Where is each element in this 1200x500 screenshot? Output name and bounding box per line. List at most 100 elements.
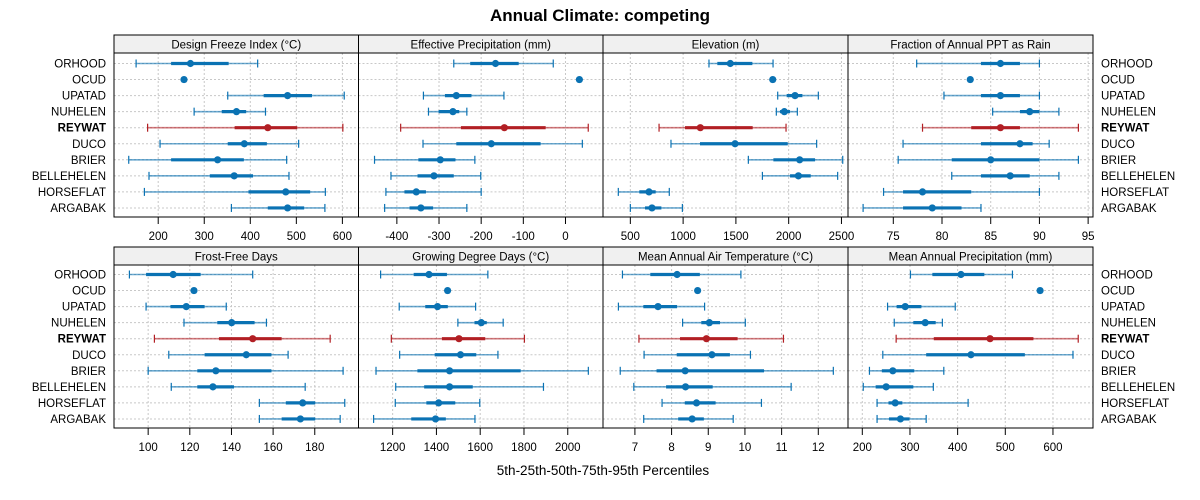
x-tick-label: 180 xyxy=(305,442,324,454)
median-point xyxy=(645,188,653,196)
x-tick-label: 200 xyxy=(149,231,168,243)
x-tick-label: 2500 xyxy=(829,231,855,243)
percentile-range xyxy=(897,155,1079,164)
panel-border xyxy=(847,264,1094,429)
percentile-range xyxy=(384,203,468,212)
x-tick-label: 500 xyxy=(996,442,1015,454)
percentile-range xyxy=(895,334,1079,343)
median-point xyxy=(681,367,689,375)
median-point xyxy=(430,172,438,180)
left-row-labels: ORHOOD OCUD UPATAD NUHELEN REYWAT DUCO BRIER BE… xyxy=(32,59,106,426)
median-point xyxy=(452,92,460,100)
row-label-right: HORSEFLAT xyxy=(1101,187,1169,199)
row-label-left: BRIER xyxy=(71,155,106,167)
row-label-right: REYWAT xyxy=(1101,334,1149,346)
median-point xyxy=(918,188,927,196)
percentile-range xyxy=(147,123,344,132)
row-label-right: BELLEHELEN xyxy=(1101,382,1175,394)
median-point xyxy=(283,204,292,212)
median-point xyxy=(425,270,433,279)
row-label-left: UPATAD xyxy=(62,91,106,103)
median-point xyxy=(296,415,304,423)
panel-strip-title: Fraction of Annual PPT as Rain xyxy=(890,40,1050,52)
median-point xyxy=(228,319,236,327)
percentile-range xyxy=(694,286,702,295)
median-point xyxy=(967,351,975,359)
median-point xyxy=(996,124,1005,132)
percentile-range xyxy=(180,75,188,84)
percentile-range xyxy=(876,398,969,407)
row-label-right: ORHOOD xyxy=(1101,270,1153,282)
percentile-range xyxy=(193,107,267,116)
median-point xyxy=(491,59,500,68)
percentile-range xyxy=(390,334,526,343)
x-tick-label: 140 xyxy=(222,442,241,454)
median-point xyxy=(240,140,248,148)
percentile-range xyxy=(227,91,345,100)
percentile-range xyxy=(258,414,341,423)
percentile-range xyxy=(909,270,1014,279)
percentile-range xyxy=(399,350,499,359)
x-tick-label: 1000 xyxy=(670,231,696,243)
median-point xyxy=(214,156,222,164)
percentile-range xyxy=(681,318,746,327)
x-tick-label: 600 xyxy=(1043,442,1062,454)
median-point xyxy=(780,108,788,116)
row-label-left: OCUD xyxy=(72,286,106,298)
row-label-right: DUCO xyxy=(1101,139,1135,151)
row-label-left: DUCO xyxy=(72,350,106,362)
median-point xyxy=(996,92,1005,100)
percentile-range xyxy=(761,171,839,180)
percentile-range xyxy=(629,203,683,212)
row-label-right: NUHELEN xyxy=(1101,107,1156,119)
median-point xyxy=(209,383,217,391)
percentile-range xyxy=(882,187,1041,196)
x-tick-label: 12 xyxy=(812,442,825,454)
median-point xyxy=(673,270,681,279)
median-point xyxy=(412,188,420,196)
row-label-right: BRIER xyxy=(1101,366,1136,378)
median-point xyxy=(692,399,701,407)
x-tick-label: 8 xyxy=(668,442,674,454)
x-tick-label: 500 xyxy=(287,231,306,243)
row-label-left: ORHOOD xyxy=(54,270,106,282)
median-point xyxy=(169,270,177,279)
row-label-left: OCUD xyxy=(72,75,106,87)
median-point xyxy=(769,75,777,84)
x-tick-label: -300 xyxy=(428,231,451,243)
x-tick-label: 1400 xyxy=(424,442,450,454)
median-point xyxy=(282,188,290,196)
median-point xyxy=(445,367,454,375)
panel: Effective Precipitation (mm) -400 -300 -200… xyxy=(358,34,604,243)
panel: Elevation (m) 500 1000 1500 2000 2500 xyxy=(602,34,855,243)
row-label-left: NUHELEN xyxy=(51,318,106,330)
row-label-right: OCUD xyxy=(1101,286,1135,298)
median-point xyxy=(212,367,220,375)
panel: Design Freeze Index (°C) 200 300 400 500 600 xyxy=(113,34,359,243)
percentile-range xyxy=(395,382,545,391)
percentile-range xyxy=(643,350,752,359)
median-point xyxy=(435,399,443,407)
percentile-range xyxy=(373,155,476,164)
median-point xyxy=(431,415,440,423)
row-label-left: ARGABAK xyxy=(50,414,106,426)
percentile-range xyxy=(427,107,468,116)
median-point xyxy=(500,124,508,132)
x-tick-label: 7 xyxy=(632,442,638,454)
percentile-range xyxy=(145,302,227,311)
median-point xyxy=(1036,286,1044,295)
percentile-range xyxy=(951,171,1060,180)
x-tick-label: 300 xyxy=(900,442,919,454)
percentile-range xyxy=(670,139,818,148)
median-point xyxy=(433,303,442,311)
row-label-right: HORSEFLAT xyxy=(1101,398,1169,410)
row-label-left: BELLEHELEN xyxy=(32,171,106,183)
percentile-range xyxy=(921,123,1079,132)
percentile-range xyxy=(575,75,583,84)
median-point xyxy=(696,124,704,132)
percentile-range xyxy=(862,382,934,391)
median-point xyxy=(794,172,802,180)
percentile-range xyxy=(638,334,785,343)
median-point xyxy=(283,92,292,100)
median-point xyxy=(456,351,465,359)
